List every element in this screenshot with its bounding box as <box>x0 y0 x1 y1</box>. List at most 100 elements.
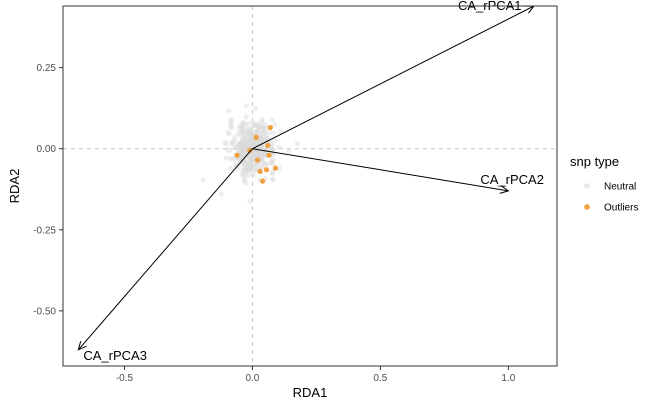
arrow-label: CA_rPCA3 <box>83 348 147 363</box>
neutral-point <box>259 137 265 144</box>
neutral-point <box>247 154 253 160</box>
neutral-point <box>243 128 249 134</box>
neutral-point <box>257 153 264 160</box>
neutral-point <box>256 153 262 159</box>
neutral-point <box>261 129 268 135</box>
neutral-point <box>249 141 255 148</box>
neutral-point <box>241 125 247 131</box>
neutral-point <box>224 146 230 153</box>
neutral-point <box>264 132 270 138</box>
neutral-point <box>240 167 247 173</box>
neutral-point <box>246 139 252 145</box>
neutral-point <box>228 155 234 161</box>
neutral-point <box>252 149 258 155</box>
neutral-point <box>229 141 235 147</box>
neutral-point <box>245 155 251 161</box>
neutral-point <box>238 146 245 152</box>
neutral-point <box>247 141 253 148</box>
neutral-point <box>239 143 245 150</box>
neutral-point <box>244 164 250 171</box>
neutral-point <box>229 156 236 162</box>
y-tick-label: -0.25 <box>33 225 56 236</box>
neutral-point <box>254 153 260 159</box>
neutral-point <box>243 103 249 109</box>
neutral-point <box>244 167 250 173</box>
neutral-point <box>255 142 261 148</box>
neutral-point <box>242 141 248 148</box>
neutral-point <box>240 160 246 167</box>
neutral-point <box>244 141 250 148</box>
neutral-point <box>242 161 248 167</box>
neutral-point <box>259 164 265 170</box>
neutral-point <box>232 134 238 140</box>
neutral-point <box>252 167 258 173</box>
neutral-point <box>261 126 267 132</box>
neutral-point <box>247 135 253 142</box>
neutral-point <box>263 135 270 141</box>
neutral-point <box>244 173 251 179</box>
neutral-point <box>251 154 257 160</box>
legend-key <box>584 204 590 210</box>
neutral-point <box>253 150 259 156</box>
neutral-point <box>242 133 248 139</box>
neutral-point <box>223 155 229 161</box>
neutral-point <box>239 145 246 151</box>
neutral-point <box>260 128 266 135</box>
neutral-point <box>247 153 253 159</box>
arrow-line <box>77 148 253 351</box>
neutral-point <box>245 130 251 136</box>
arrow-line <box>252 148 509 192</box>
neutral-point <box>235 145 241 151</box>
neutral-point <box>255 150 262 156</box>
neutral-point <box>260 130 266 136</box>
neutral-point <box>240 145 247 152</box>
neutral-point <box>236 148 242 154</box>
neutral-point <box>231 137 238 143</box>
neutral-point <box>255 151 262 157</box>
y-axis-title: RDA2 <box>7 169 22 204</box>
neutral-point <box>243 114 249 120</box>
neutral-point <box>242 149 248 155</box>
neutral-point <box>233 144 239 150</box>
neutral-point <box>258 123 264 129</box>
neutral-point <box>252 122 259 129</box>
neutral-point <box>253 138 259 145</box>
neutral-point <box>261 150 267 156</box>
neutral-point <box>240 145 247 151</box>
neutral-point <box>239 143 245 150</box>
neutral-point <box>248 154 254 160</box>
neutral-point <box>232 161 239 167</box>
neutral-point <box>241 150 247 157</box>
neutral-point <box>270 160 276 167</box>
neutral-point <box>276 165 282 171</box>
neutral-point <box>247 152 253 158</box>
neutral-point <box>261 133 267 139</box>
panel-border <box>62 5 558 367</box>
legend-title: snp type <box>570 154 619 169</box>
neutral-point <box>240 122 246 128</box>
neutral-point <box>269 176 276 183</box>
neutral-point <box>256 125 262 131</box>
neutral-point <box>248 170 254 176</box>
neutral-point <box>248 137 254 144</box>
neutral-point <box>241 120 247 126</box>
neutral-point <box>247 127 254 133</box>
neutral-point <box>243 141 249 147</box>
neutral-point <box>249 140 255 146</box>
neutral-point <box>253 161 260 167</box>
neutral-point <box>249 156 255 162</box>
neutral-point <box>257 150 263 157</box>
neutral-point <box>245 164 251 170</box>
neutral-point <box>248 141 254 147</box>
neutral-point <box>244 168 250 174</box>
neutral-point <box>256 150 262 156</box>
neutral-point <box>240 151 246 157</box>
neutral-point <box>238 140 244 146</box>
neutral-point <box>270 146 276 152</box>
neutral-point <box>242 140 248 147</box>
neutral-point <box>226 108 232 114</box>
neutral-point <box>250 157 256 163</box>
neutral-point <box>241 143 248 150</box>
neutral-point <box>245 166 251 172</box>
